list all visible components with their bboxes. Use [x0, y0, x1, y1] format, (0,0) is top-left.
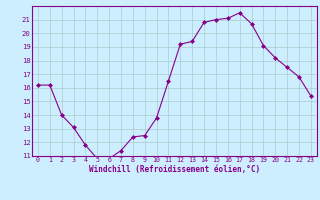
- X-axis label: Windchill (Refroidissement éolien,°C): Windchill (Refroidissement éolien,°C): [89, 165, 260, 174]
